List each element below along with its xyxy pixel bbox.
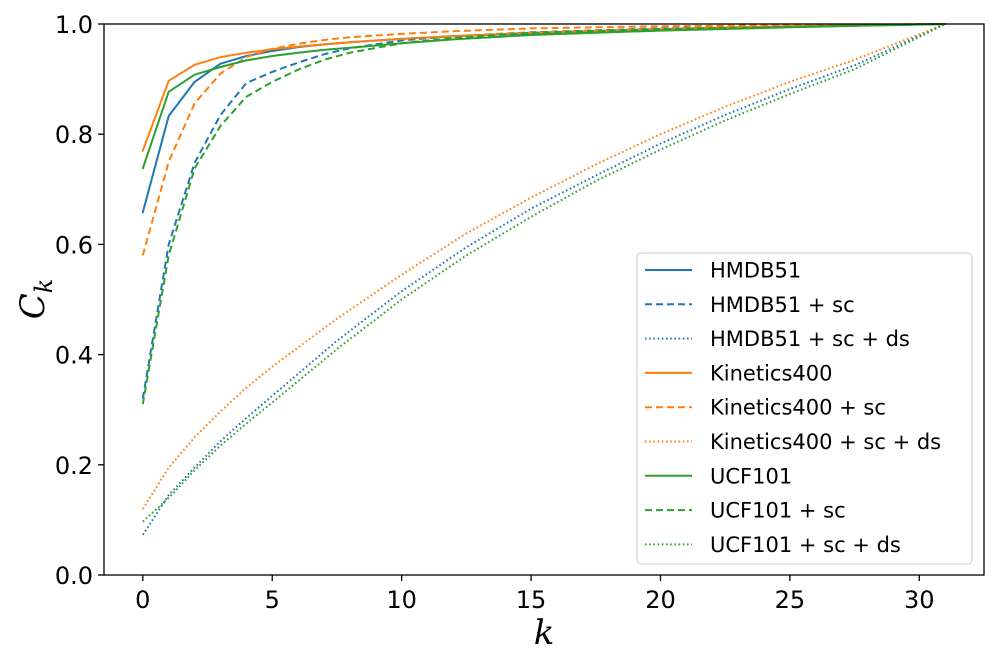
series-lines xyxy=(141,23,947,536)
legend-item: HMDB51 + sc xyxy=(645,293,855,317)
y-axis-label: Ck xyxy=(13,279,58,320)
legend: HMDB51 HMDB51 + sc HMDB51 + sc + ds Kinetic… xyxy=(636,252,973,565)
y-tick-label: 0.2 xyxy=(55,452,93,480)
y-axis-label-main: C xyxy=(13,293,53,319)
legend-label: UCF101 + sc + ds xyxy=(710,533,901,557)
legend-label: UCF101 xyxy=(710,464,792,488)
y-axis: 0.0 0.2 0.4 0.6 0.8 1.0 xyxy=(55,11,104,590)
legend-item: UCF101 + sc xyxy=(645,499,846,523)
legend-label: HMDB51 xyxy=(710,259,801,283)
legend-item: Kinetics400 + sc + ds xyxy=(645,430,941,454)
y-tick-label: 0.8 xyxy=(55,121,93,149)
series-line-4 xyxy=(141,23,946,256)
legend-item: HMDB51 xyxy=(645,259,801,283)
legend-item: Kinetics400 + sc xyxy=(645,396,886,420)
legend-item: Kinetics400 xyxy=(645,361,832,385)
y-axis-label-subscript: k xyxy=(30,279,58,294)
x-tick-label: 25 xyxy=(775,586,806,614)
y-tick-label: 0.4 xyxy=(55,342,93,370)
legend-label: Kinetics400 xyxy=(710,361,832,385)
series-line-5 xyxy=(141,23,946,510)
series-line-2 xyxy=(141,23,946,536)
series-line-3 xyxy=(141,23,947,152)
plot-area-frame xyxy=(103,23,985,576)
legend-box xyxy=(636,252,973,565)
series-line-6 xyxy=(141,23,947,170)
y-tick-label: 1.0 xyxy=(55,11,93,39)
x-tick-label: 5 xyxy=(265,586,280,614)
legend-item: HMDB51 + sc + ds xyxy=(645,327,910,351)
legend-item: UCF101 + sc + ds xyxy=(645,533,901,557)
y-tick-label: 0.0 xyxy=(55,562,93,590)
x-tick-label: 20 xyxy=(645,586,676,614)
legend-item: UCF101 xyxy=(645,464,792,488)
x-tick-label: 15 xyxy=(516,586,547,614)
legend-label: HMDB51 + sc xyxy=(710,293,855,317)
x-tick-label: 10 xyxy=(386,586,417,614)
x-tick-label: 0 xyxy=(135,586,150,614)
legend-label: HMDB51 + sc + ds xyxy=(710,327,910,351)
x-axis-label: k xyxy=(534,613,555,653)
legend-items: HMDB51 HMDB51 + sc HMDB51 + sc + ds Kinetic… xyxy=(645,259,941,557)
legend-label: Kinetics400 + sc + ds xyxy=(710,430,941,454)
x-axis: 0 5 10 15 20 25 30 xyxy=(135,575,935,614)
legend-label: UCF101 + sc xyxy=(710,499,846,523)
series-line-7 xyxy=(141,23,946,405)
y-tick-label: 0.6 xyxy=(55,231,93,259)
legend-label: Kinetics400 + sc xyxy=(710,396,886,420)
x-tick-label: 30 xyxy=(904,586,935,614)
